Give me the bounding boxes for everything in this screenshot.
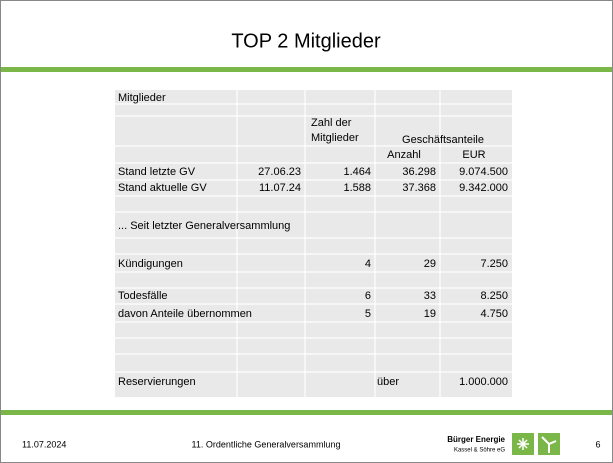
cell-date: 27.06.23	[258, 166, 301, 178]
cell-count: 36.298	[402, 166, 436, 178]
cell-label: Todesfälle	[118, 290, 168, 302]
logo-sub: Kassel & Söhre eG	[454, 448, 505, 454]
bottom-bar	[1, 410, 612, 415]
footer-date: 11.07.2024	[22, 439, 66, 449]
slide-title: TOP 2 Mitglieder	[231, 30, 381, 52]
icon-wind-blades	[541, 436, 557, 453]
table-background	[115, 90, 512, 397]
cell-label: Kündigungen	[118, 258, 183, 270]
top-bar	[1, 67, 612, 72]
cell-eur: 7.250	[480, 258, 508, 270]
page-number: 6	[595, 439, 600, 449]
cell-eur: 9.342.000	[459, 182, 508, 194]
cell-count: 37.368	[402, 182, 436, 194]
cell-label: Stand aktuelle GV	[118, 182, 207, 194]
cell-date: 11.07.24	[259, 182, 301, 194]
header-count: Anzahl	[387, 149, 421, 161]
cell-count: 29	[424, 258, 436, 270]
cell-eur: 8.250	[480, 290, 508, 302]
cell-label: davon Anteile übernommen	[118, 308, 252, 320]
cell-label: ... Seit letzter Generalversammlung	[118, 220, 290, 232]
logo-icons	[512, 433, 560, 455]
cell-members: 4	[365, 258, 371, 270]
cell-members: 5	[365, 308, 371, 320]
cell-label: Stand letzte GV	[118, 166, 196, 178]
cell-members: 6	[365, 290, 371, 302]
cell-eur: 9.074.500	[459, 166, 508, 178]
cell-eur: 4.750	[480, 308, 508, 320]
header-members: Zahl der	[311, 117, 352, 129]
cell-members: 1.464	[343, 166, 371, 178]
icon-sun-rays	[517, 438, 529, 450]
logo-name: Bürger Energie	[447, 435, 505, 444]
table: Mitglieder Zahl der Mitglieder Geschäftsant…	[115, 90, 512, 397]
header-members: Mitglieder	[311, 132, 359, 144]
cell-members: 1.588	[343, 182, 371, 194]
header-eur: EUR	[462, 149, 485, 161]
cell-count: 33	[424, 290, 436, 302]
cell-count: 19	[424, 308, 436, 320]
header-shares: Geschäftsanteile	[402, 134, 484, 146]
footer-event: 11. Ordentliche Generalversammlung	[192, 439, 341, 449]
cell-prefix: über	[377, 376, 399, 388]
cell-label: Reservierungen	[118, 376, 196, 388]
table-heading: Mitglieder	[118, 92, 166, 104]
cell-eur: 1.000.000	[459, 376, 508, 388]
